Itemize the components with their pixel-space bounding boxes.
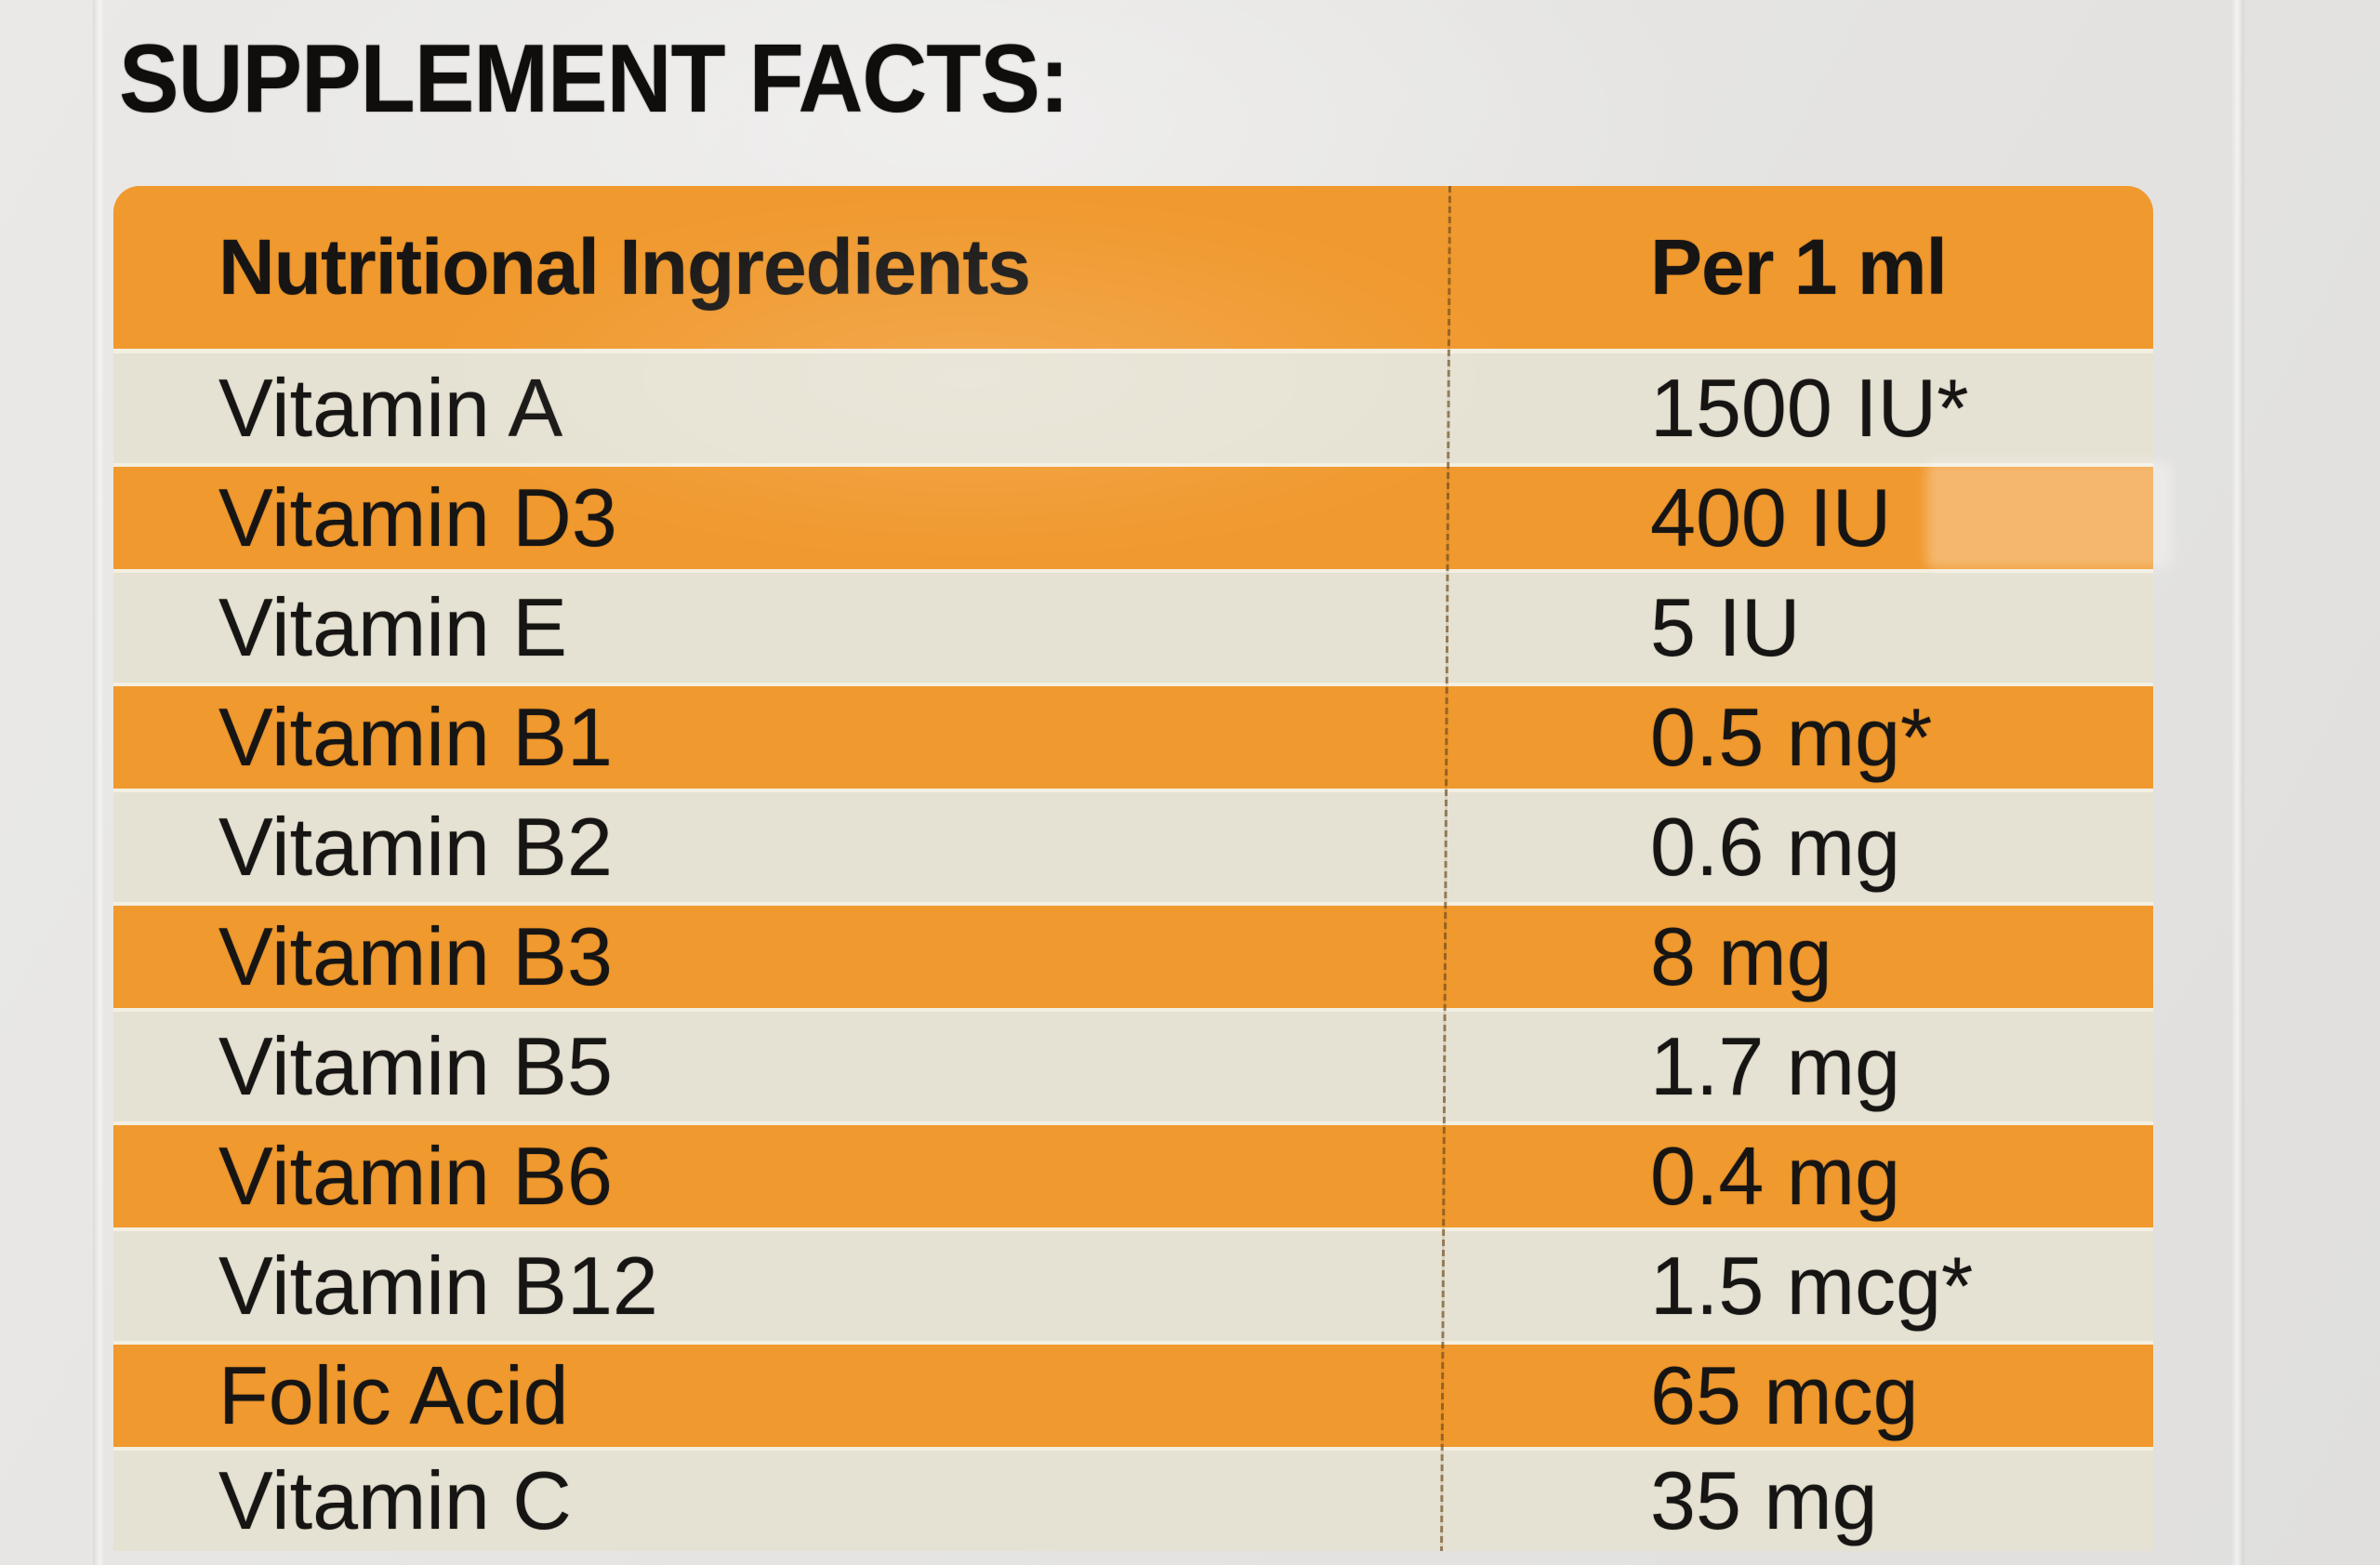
label-right-edge <box>2231 0 2244 1565</box>
ingredient-name: Vitamin D3 <box>218 471 617 564</box>
table-row-vitamin-d3: Vitamin D3 400 IU <box>113 463 2153 573</box>
table-row-vitamin-b6: Vitamin B6 0.4 mg <box>113 1121 2153 1231</box>
ingredient-value: 0.4 mg <box>1650 1130 1901 1222</box>
ingredient-value: 35 mg <box>1650 1454 1878 1546</box>
ingredient-value: 1.7 mg <box>1650 1020 1901 1112</box>
table-row-vitamin-b5: Vitamin B5 1.7 mg <box>113 1012 2153 1121</box>
ingredient-value: 5 IU <box>1650 581 1801 673</box>
table-row-vitamin-b12: Vitamin B12 1.5 mcg* <box>113 1231 2153 1341</box>
ingredient-name: Vitamin B5 <box>218 1020 613 1112</box>
ingredient-value: 65 mcg <box>1650 1349 1919 1441</box>
ingredient-name: Folic Acid <box>218 1349 569 1441</box>
table-row-vitamin-b2: Vitamin B2 0.6 mg <box>113 792 2153 902</box>
ingredient-name: Vitamin B3 <box>218 910 613 1002</box>
label-left-edge <box>93 0 104 1565</box>
table-row-vitamin-c: Vitamin C 35 mg <box>113 1451 2153 1551</box>
ingredient-value: 1.5 mcg* <box>1650 1240 1974 1332</box>
ingredient-name: Vitamin C <box>218 1454 572 1546</box>
ingredient-name: Vitamin B12 <box>218 1240 658 1332</box>
ingredient-value: 0.6 mg <box>1650 801 1901 893</box>
header-amount-label: Per 1 ml <box>1650 223 1948 311</box>
ingredient-value: 1500 IU* <box>1650 362 1969 454</box>
ingredient-name: Vitamin A <box>218 362 563 454</box>
ingredient-value: 0.5 mg* <box>1650 691 1933 783</box>
ingredient-name: Vitamin B6 <box>218 1130 613 1222</box>
supplement-facts-table: Nutritional Ingredients Per 1 ml Vitamin… <box>113 185 2173 1551</box>
ingredient-name: Vitamin B1 <box>218 691 613 783</box>
ingredient-value: 8 mg <box>1650 910 1832 1002</box>
page-title: SUPPLEMENT FACTS: <box>119 25 1069 133</box>
table-row-vitamin-b1: Vitamin B1 0.5 mg* <box>113 683 2153 792</box>
table-row-vitamin-b3: Vitamin B3 8 mg <box>113 902 2153 1012</box>
table-header-row: Nutritional Ingredients Per 1 ml <box>113 186 2153 353</box>
table-row-folic-acid: Folic Acid 65 mcg <box>113 1341 2153 1451</box>
ingredient-name: Vitamin E <box>218 581 567 673</box>
header-ingredient-label: Nutritional Ingredients <box>218 223 1031 311</box>
table-row-vitamin-e: Vitamin E 5 IU <box>113 573 2153 683</box>
ingredient-name: Vitamin B2 <box>218 801 613 893</box>
table-row-vitamin-a: Vitamin A 1500 IU* <box>113 353 2153 463</box>
ingredient-value: 400 IU <box>1650 471 1892 564</box>
